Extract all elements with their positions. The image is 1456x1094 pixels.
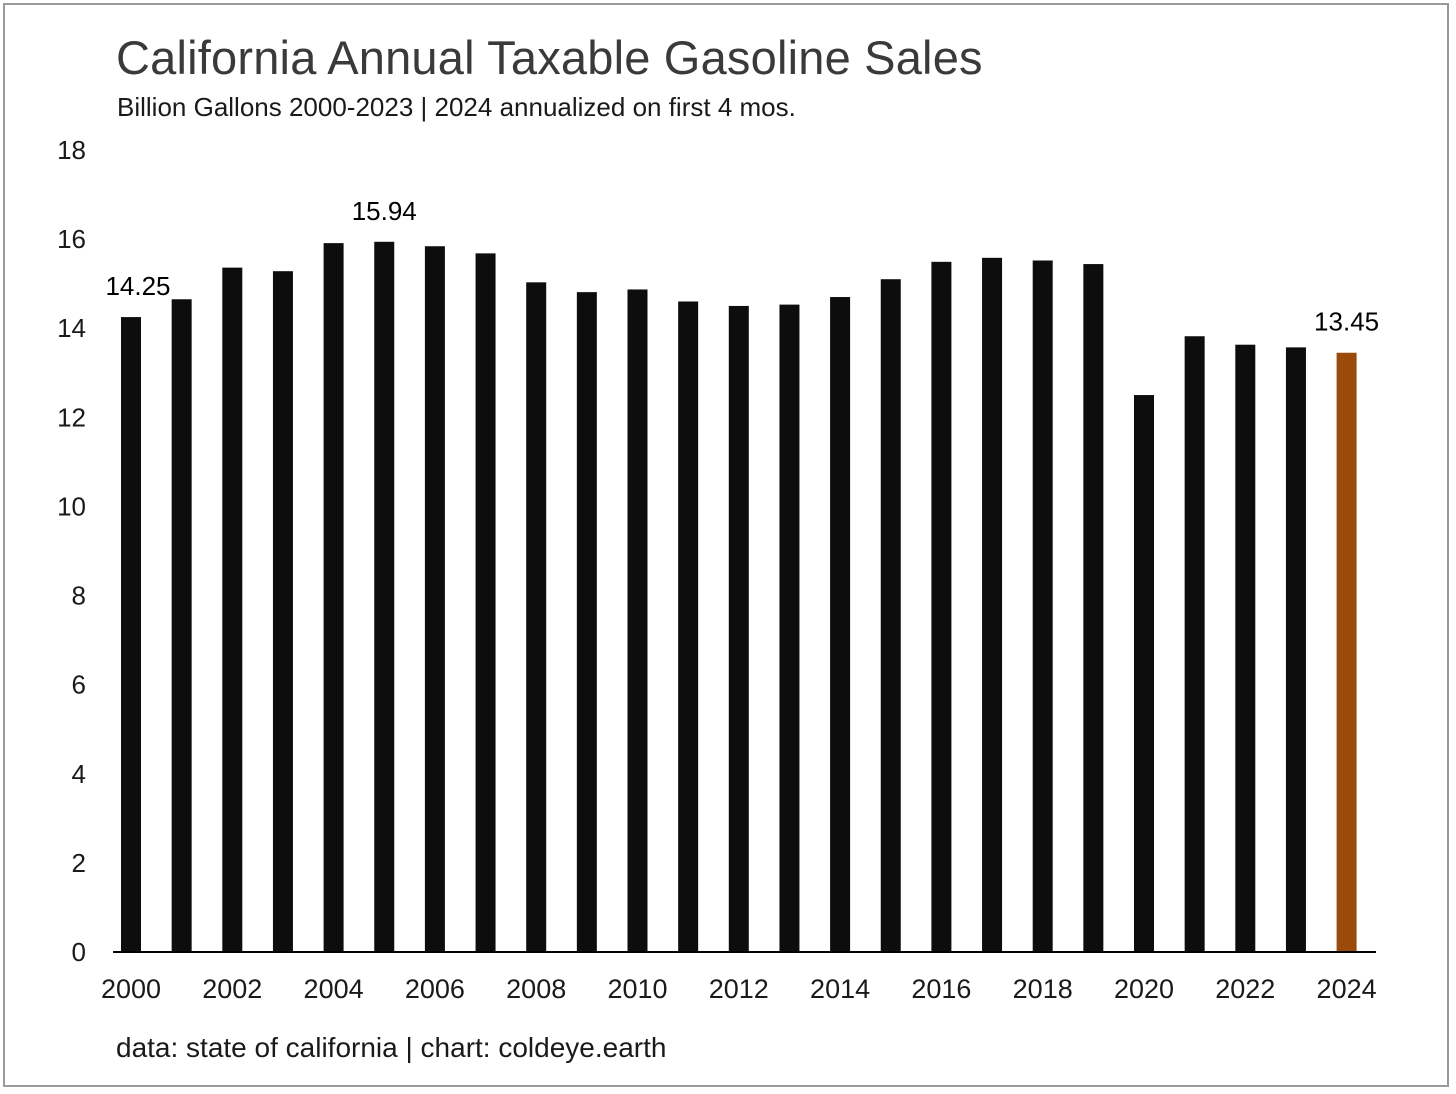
data-label: 15.94 bbox=[352, 196, 417, 226]
bar-2006 bbox=[424, 246, 445, 953]
x-tick-label: 2000 bbox=[101, 974, 161, 1004]
bar-2004 bbox=[323, 243, 344, 953]
y-tick-label: 2 bbox=[72, 848, 86, 878]
bar-2003 bbox=[272, 271, 293, 952]
bar-2013 bbox=[779, 304, 800, 952]
bar-2021 bbox=[1184, 336, 1205, 953]
y-tick-label: 10 bbox=[57, 491, 86, 521]
bar-2002 bbox=[222, 267, 243, 952]
bar-2000 bbox=[121, 317, 141, 952]
y-tick-label: 18 bbox=[57, 135, 86, 165]
bar-2011 bbox=[678, 301, 699, 952]
bar-2009 bbox=[576, 292, 597, 953]
x-tick-label: 2024 bbox=[1317, 974, 1377, 1004]
chart-subtitle: Billion Gallons 2000-2023 | 2024 annuali… bbox=[117, 92, 796, 122]
x-tick-label: 2008 bbox=[506, 974, 566, 1004]
bar-2008 bbox=[526, 282, 547, 953]
x-tick-label: 2010 bbox=[607, 974, 667, 1004]
bar-2007 bbox=[475, 253, 496, 952]
x-tick-label: 2012 bbox=[709, 974, 769, 1004]
y-tick-label: 14 bbox=[57, 313, 86, 343]
data-label: 14.25 bbox=[105, 271, 170, 301]
y-tick-label: 8 bbox=[72, 581, 86, 611]
x-tick-label: 2006 bbox=[405, 974, 465, 1004]
y-tick-label: 4 bbox=[72, 759, 86, 789]
bar-2012 bbox=[728, 305, 749, 952]
bar-2001 bbox=[171, 299, 192, 952]
x-tick-label: 2020 bbox=[1114, 974, 1174, 1004]
x-tick-label: 2016 bbox=[911, 974, 971, 1004]
x-tick-label: 2002 bbox=[202, 974, 262, 1004]
chart-source: data: state of california | chart: colde… bbox=[116, 1032, 667, 1063]
y-tick-label: 12 bbox=[57, 402, 86, 432]
x-tick-label: 2014 bbox=[810, 974, 870, 1004]
bar-2019 bbox=[1083, 264, 1104, 952]
y-tick-label: 16 bbox=[57, 224, 86, 254]
bar-2018 bbox=[1032, 260, 1053, 952]
y-tick-label: 0 bbox=[72, 937, 86, 967]
bar-2017 bbox=[982, 257, 1003, 952]
bar-2024 bbox=[1336, 352, 1357, 952]
data-label: 13.45 bbox=[1314, 307, 1379, 337]
bar-2020 bbox=[1134, 395, 1154, 952]
bar-2016 bbox=[931, 261, 952, 952]
bar-2015 bbox=[880, 279, 901, 952]
bar-2010 bbox=[627, 289, 648, 953]
bar-2023 bbox=[1285, 347, 1306, 952]
bar-2022 bbox=[1235, 344, 1256, 952]
chart-title: California Annual Taxable Gasoline Sales bbox=[116, 31, 983, 84]
chart-frame bbox=[3, 3, 1449, 1087]
x-tick-label: 2022 bbox=[1215, 974, 1275, 1004]
bar-2005 bbox=[374, 241, 395, 953]
x-tick-label: 2004 bbox=[304, 974, 364, 1004]
bar-2014 bbox=[830, 297, 851, 952]
y-tick-label: 6 bbox=[72, 670, 86, 700]
x-tick-label: 2018 bbox=[1013, 974, 1073, 1004]
